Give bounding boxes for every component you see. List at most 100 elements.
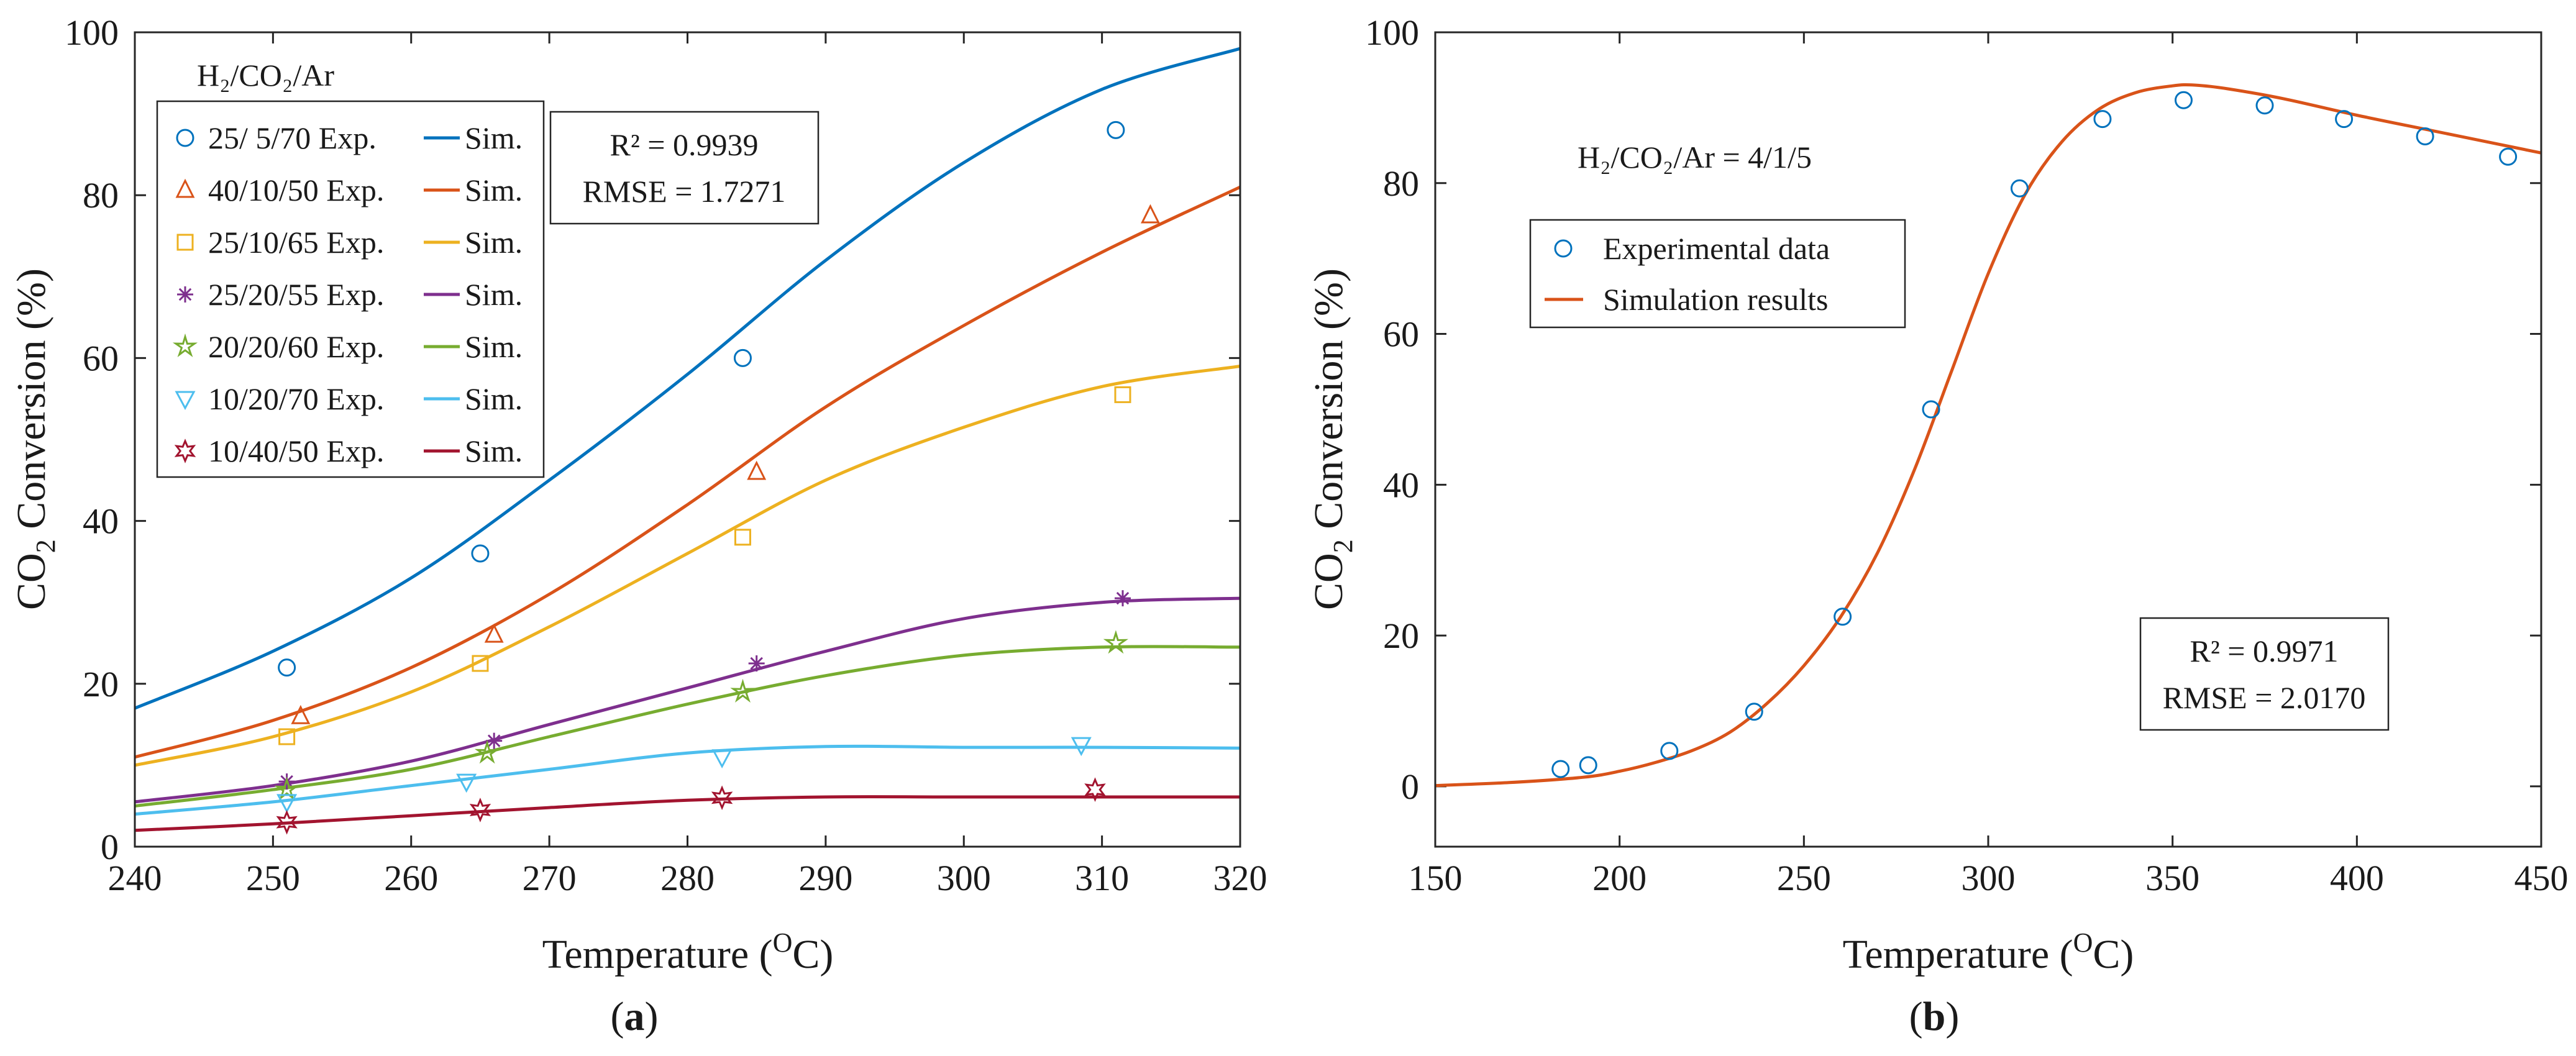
- panel-b-axes: 150 200 250 300 350 400 450 0 20 40 60 80 100: [1365, 12, 2569, 898]
- panel-b-ytick-label: 60: [1383, 314, 1419, 355]
- panel-a-exp-point: [1107, 121, 1125, 139]
- panel-b-rmse: RMSE = 2.0170: [2163, 680, 2366, 715]
- panel-b-ylabel: CO2 Conversion (%): [1306, 268, 1358, 610]
- panel-a-legend-label: 40/10/50 Exp.: [208, 173, 384, 207]
- panel-a-exp-point: [1084, 777, 1106, 803]
- panel-a-legend-label: 25/ 5/70 Exp.: [208, 121, 377, 155]
- panel-a-ytick-label: 0: [101, 827, 119, 867]
- panel-a-legend-label: 20/20/60 Exp.: [208, 329, 384, 364]
- panel-a-legend-label: 10/20/70 Exp.: [208, 381, 384, 416]
- panel-a-exp-point: [486, 732, 503, 749]
- panel-b-exp-point: [2174, 91, 2193, 109]
- panel-a-legend-box: [156, 100, 545, 478]
- panel-a-exp-point: [291, 704, 311, 724]
- panel-a-sim-curves: [134, 47, 1241, 832]
- panel-b-exp-point: [2416, 127, 2434, 146]
- panel-a-exp-point: [456, 773, 477, 793]
- panel-a-exp-point: [734, 529, 751, 546]
- panel-b-exp-point: [2499, 147, 2518, 166]
- panel-a-exp-point: [748, 655, 765, 672]
- panel-a-exp-point: [1114, 590, 1131, 607]
- panel-a-exp-point: [730, 678, 756, 703]
- panel-a-xtick-label: 290: [798, 858, 852, 898]
- panel-b-ytick-label: 0: [1401, 767, 1419, 807]
- panel-a-exp-point: [278, 658, 296, 677]
- panel-a-exp-point: [276, 794, 298, 814]
- panel-a-legend-marker: [177, 286, 193, 303]
- panel-b-xtick-label: 400: [2330, 858, 2384, 898]
- panel-a-legend-marker: [176, 234, 194, 251]
- panel-a-sim-line-6: [134, 744, 1241, 816]
- panel-a-legend-title: H₂/CO₂/Ar: [197, 58, 334, 93]
- panel-a-rmse: RMSE = 1.7271: [583, 174, 786, 209]
- panel-a-exp-point: [274, 776, 299, 801]
- panel-a-legend-sim-label: Sim.: [465, 121, 523, 155]
- panel-a-ytick-label: 100: [65, 12, 119, 53]
- panel-a-xtick-label: 320: [1213, 858, 1267, 898]
- panel-a-legend: 25/ 5/70 Exp. Sim. 40/10/50 Exp. Sim. 25/10/…: [172, 121, 523, 468]
- panel-a-sim-line-2: [134, 185, 1241, 759]
- panel-b-exp-point: [1922, 400, 1940, 419]
- panel-a-xtick-label: 240: [108, 858, 162, 898]
- panel-a-exp-point: [711, 749, 733, 768]
- panel-a-legend-sim-label: Sim.: [465, 277, 523, 312]
- panel-a-exp-point: [276, 809, 298, 835]
- panel-a-xtick-label: 280: [660, 858, 715, 898]
- panel-b-exp-point: [2010, 179, 2029, 198]
- panel-a-exp-point: [711, 785, 733, 811]
- panel-a-exp-point: [733, 348, 752, 367]
- panel-b-xtick-label: 350: [2145, 858, 2199, 898]
- panel-a-exp-markers: [274, 121, 1160, 835]
- panel-b-ytick-label: 40: [1383, 465, 1419, 505]
- panel-a-exp-point: [474, 740, 500, 764]
- panel-b-exp-markers: [1551, 91, 2518, 778]
- panel-a-legend-marker: [176, 129, 194, 147]
- panel-a-ytick-label: 40: [83, 501, 119, 542]
- panel-a-exp-point: [278, 728, 296, 745]
- panel-b-exp-point: [1834, 608, 1852, 626]
- panel-a-axes-box: [134, 31, 1241, 848]
- panel-a-xlabel: Temperature (OC): [542, 927, 834, 977]
- panel-b-ytick-label: 20: [1383, 616, 1419, 656]
- panel-b-exp-point: [1660, 742, 1679, 760]
- panel-a-xtick-label: 310: [1075, 858, 1129, 898]
- panel-a-exp-point: [471, 544, 490, 563]
- panel-a-exp-point: [1071, 737, 1092, 757]
- panel-b-annotation: H₂/CO₂/Ar = 4/1/5: [1578, 140, 1812, 175]
- panel-a-ylabel: CO2 Conversion (%): [9, 268, 61, 610]
- panel-b-exp-point: [1551, 760, 1570, 778]
- panel-a-sim-line-3: [134, 365, 1241, 767]
- panel-b-legend-label-sim: Simulation results: [1603, 282, 1829, 317]
- panel-a-ytick-label: 80: [83, 175, 119, 216]
- panel-a-legend-sim-label: Sim.: [465, 225, 523, 260]
- panel-b-exp-point: [2255, 96, 2274, 115]
- panel-b-chart: 150 200 250 300 350 400 450 0 20 40 60 80 100 H₂/CO₂…: [1306, 12, 2569, 1039]
- panel-a-stats-box: [549, 111, 820, 225]
- panel-a-exp-point: [1103, 630, 1128, 654]
- panel-b-xtick-label: 200: [1592, 858, 1647, 898]
- panel-a-legend-marker: [175, 391, 196, 411]
- panel-b-legend-marker: [1554, 239, 1573, 258]
- panel-b-exp-point: [1745, 703, 1763, 721]
- panel-b-stats-box: [2139, 617, 2390, 731]
- panel-b-legend-box: [1529, 219, 1906, 329]
- panel-a-xtick-label: 260: [384, 858, 438, 898]
- panel-b-legend-label-exp: Experimental data: [1603, 231, 1830, 266]
- panel-b-xlabel: Temperature (OC): [1843, 927, 2134, 977]
- panel-b-ytick-label: 100: [1365, 12, 1419, 53]
- panel-b-caption: (b): [1909, 994, 1960, 1039]
- panel-a-legend-marker: [174, 439, 196, 463]
- panel-a-legend-sim-label: Sim.: [465, 381, 523, 416]
- panel-a-xtick-label: 250: [246, 858, 300, 898]
- panel-b-legend: Experimental data Simulation results: [1545, 231, 1830, 317]
- panel-a-xtick-label: 270: [523, 858, 577, 898]
- panel-a-legend-marker: [172, 333, 198, 357]
- panel-b-r2: R² = 0.9971: [2190, 634, 2338, 668]
- panel-a-exp-point: [1114, 386, 1131, 403]
- panel-a-sim-line-1: [134, 47, 1241, 710]
- panel-a-legend-sim-label: Sim.: [465, 173, 523, 207]
- panel-a-sim-line-7: [134, 795, 1240, 832]
- panel-a-chart: 240 250 260 270 280 290 300 310 320020406080100 …: [9, 12, 1267, 1039]
- panel-a-caption: (a): [611, 994, 659, 1039]
